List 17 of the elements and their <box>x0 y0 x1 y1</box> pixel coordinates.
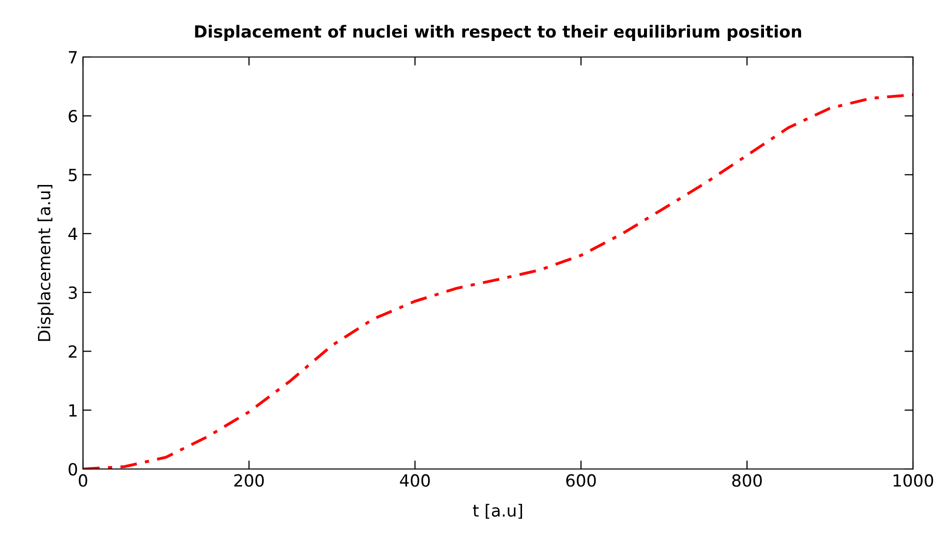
y-tick-label: 0 <box>68 462 78 476</box>
y-tick-label: 5 <box>68 168 77 182</box>
y-tick-label: 6 <box>68 110 78 122</box>
y-tick-label: 2 <box>68 345 76 358</box>
chart-title: Displacement of nuclei with respect to their equilibrium position <box>195 24 802 42</box>
x-tick-label: 600 <box>566 474 596 487</box>
x-tick-label: 1000 <box>894 474 934 487</box>
y-tick-label: 1 <box>69 404 77 416</box>
y-axis-title: Displacement [a.u] <box>38 184 54 341</box>
x-axis-title: t [a.u] <box>472 504 522 519</box>
y-tick-label: 4 <box>68 228 78 240</box>
y-tick-label: 3 <box>68 286 77 299</box>
x-tick-label: 400 <box>400 474 430 487</box>
x-tick-label: 0 <box>78 474 88 487</box>
y-tick-label: 7 <box>68 51 77 64</box>
x-tick-label: 800 <box>732 474 762 487</box>
x-tick-label: 200 <box>234 474 264 487</box>
